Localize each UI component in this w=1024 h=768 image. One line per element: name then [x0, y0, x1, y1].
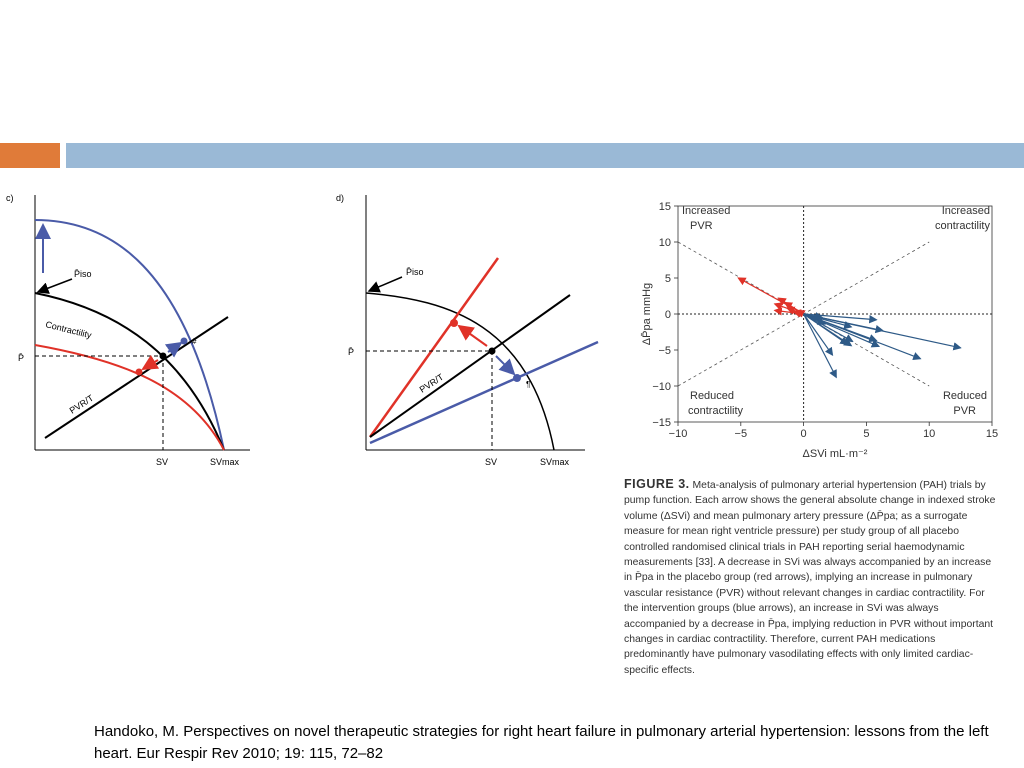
- x-tick-label: 10: [923, 428, 935, 440]
- panel-d-pvr-label: PVR/T: [418, 372, 446, 395]
- panel-d-svmax-label: SVmax: [540, 457, 570, 467]
- annotation-bottom-left-1: Reduced: [690, 390, 734, 402]
- y-tick-label: 10: [659, 237, 671, 249]
- annotation-top-left-2: PVR: [690, 220, 713, 232]
- trial-arrow: [803, 313, 853, 330]
- x-tick-label: −5: [735, 428, 748, 440]
- panel-d-blue-line: [369, 340, 599, 445]
- trial-arrow: [803, 313, 837, 379]
- panel-d-p-axis-label: P̄: [348, 347, 354, 357]
- panel-c-point-blue: [180, 337, 188, 345]
- panel-d-point-blue: [513, 374, 521, 382]
- y-tick-label: 0: [665, 309, 671, 321]
- panel-d-red-line: [368, 257, 500, 438]
- trial-arrow: [803, 313, 849, 345]
- panel-c-pvr-line: [44, 316, 229, 439]
- trial-arrow: [803, 313, 834, 357]
- y-tick-label: −10: [652, 381, 671, 393]
- panel-c-red-curve: [34, 344, 225, 451]
- panel-d-black-line: [369, 294, 571, 438]
- panel-d-piso-arrow: [367, 276, 403, 293]
- chart-y-axis-label: ΔP̄pa mmHg: [640, 283, 653, 345]
- header-accent-orange: [0, 143, 60, 168]
- annotation-bottom-right-1: Reduced: [943, 390, 987, 402]
- panel-d-red-shift-arrow: [457, 324, 488, 347]
- panel-c-piso-arrow: [36, 278, 73, 294]
- annotation-bottom-right-2: PVR: [953, 405, 976, 417]
- panel-d-diagram: d) P̄iso ¶ PVR/T P̄ SV SVmax: [336, 193, 599, 467]
- y-tick-label: −5: [658, 345, 671, 357]
- y-tick-label: 5: [665, 273, 671, 285]
- panel-d-piso-label: P̄iso: [406, 267, 424, 277]
- citation-text: Handoko, M. Perspectives on novel therap…: [94, 723, 989, 762]
- annotation-top-left-1: Increased: [682, 205, 730, 217]
- panel-c-blue-shift-arrow: [164, 341, 183, 358]
- header-accent-blue: [66, 143, 1024, 168]
- panel-c-contractility-label: Contractility: [45, 319, 94, 340]
- chart-x-axis-label: ΔSVi mL·m⁻²: [803, 448, 868, 460]
- panel-c-label: c): [6, 193, 14, 203]
- panel-c-black-curve: [34, 292, 225, 451]
- panel-d-marker: ¶: [526, 380, 530, 389]
- panel-d-sv-label: SV: [485, 457, 497, 467]
- x-tick-label: 5: [863, 428, 869, 440]
- panel-c-piso-label: P̄iso: [74, 269, 92, 279]
- panel-c-svmax-label: SVmax: [210, 457, 240, 467]
- panel-c-point-red: [135, 368, 143, 376]
- y-tick-label: 15: [659, 201, 671, 213]
- x-tick-label: −10: [669, 428, 688, 440]
- panel-c-red-shift-arrow: [141, 354, 160, 371]
- panel-d-point-black: [488, 347, 496, 355]
- trial-arrow: [803, 313, 827, 325]
- trial-arrow: [803, 312, 824, 321]
- figure-caption: FIGURE 3. Meta-analysis of pulmonary art…: [624, 477, 1002, 678]
- panel-d-point-red: [450, 319, 458, 327]
- panel-c-marker: #: [192, 337, 197, 346]
- panel-d-black-curve: [365, 292, 555, 451]
- panel-d-blue-shift-arrow: [495, 355, 516, 376]
- trial-arrow: [796, 309, 806, 318]
- panel-c-sv-label: SV: [156, 457, 168, 467]
- figure-caption-text: Meta-analysis of pulmonary arterial hype…: [624, 480, 996, 676]
- figure-label: FIGURE 3.: [624, 477, 690, 491]
- panel-c-point-black: [159, 352, 167, 360]
- panel-c-blue-curve: [34, 219, 225, 451]
- annotation-bottom-left-2: contractility: [688, 405, 744, 417]
- y-tick-label: −15: [652, 417, 671, 429]
- annotation-top-right-1: Increased: [942, 205, 990, 217]
- panel-c-p-axis-label: P̄: [18, 353, 24, 363]
- x-tick-label: 0: [801, 428, 807, 440]
- panel-d-label: d): [336, 193, 344, 203]
- panel-c-diagram: c) P̄iso # Contractility PVR/T P̄ SV SVm…: [6, 193, 250, 467]
- x-tick-label: 15: [986, 428, 998, 440]
- annotation-top-right-2: contractility: [935, 220, 991, 232]
- panel-c-pvr-label: PVR/T: [68, 393, 96, 416]
